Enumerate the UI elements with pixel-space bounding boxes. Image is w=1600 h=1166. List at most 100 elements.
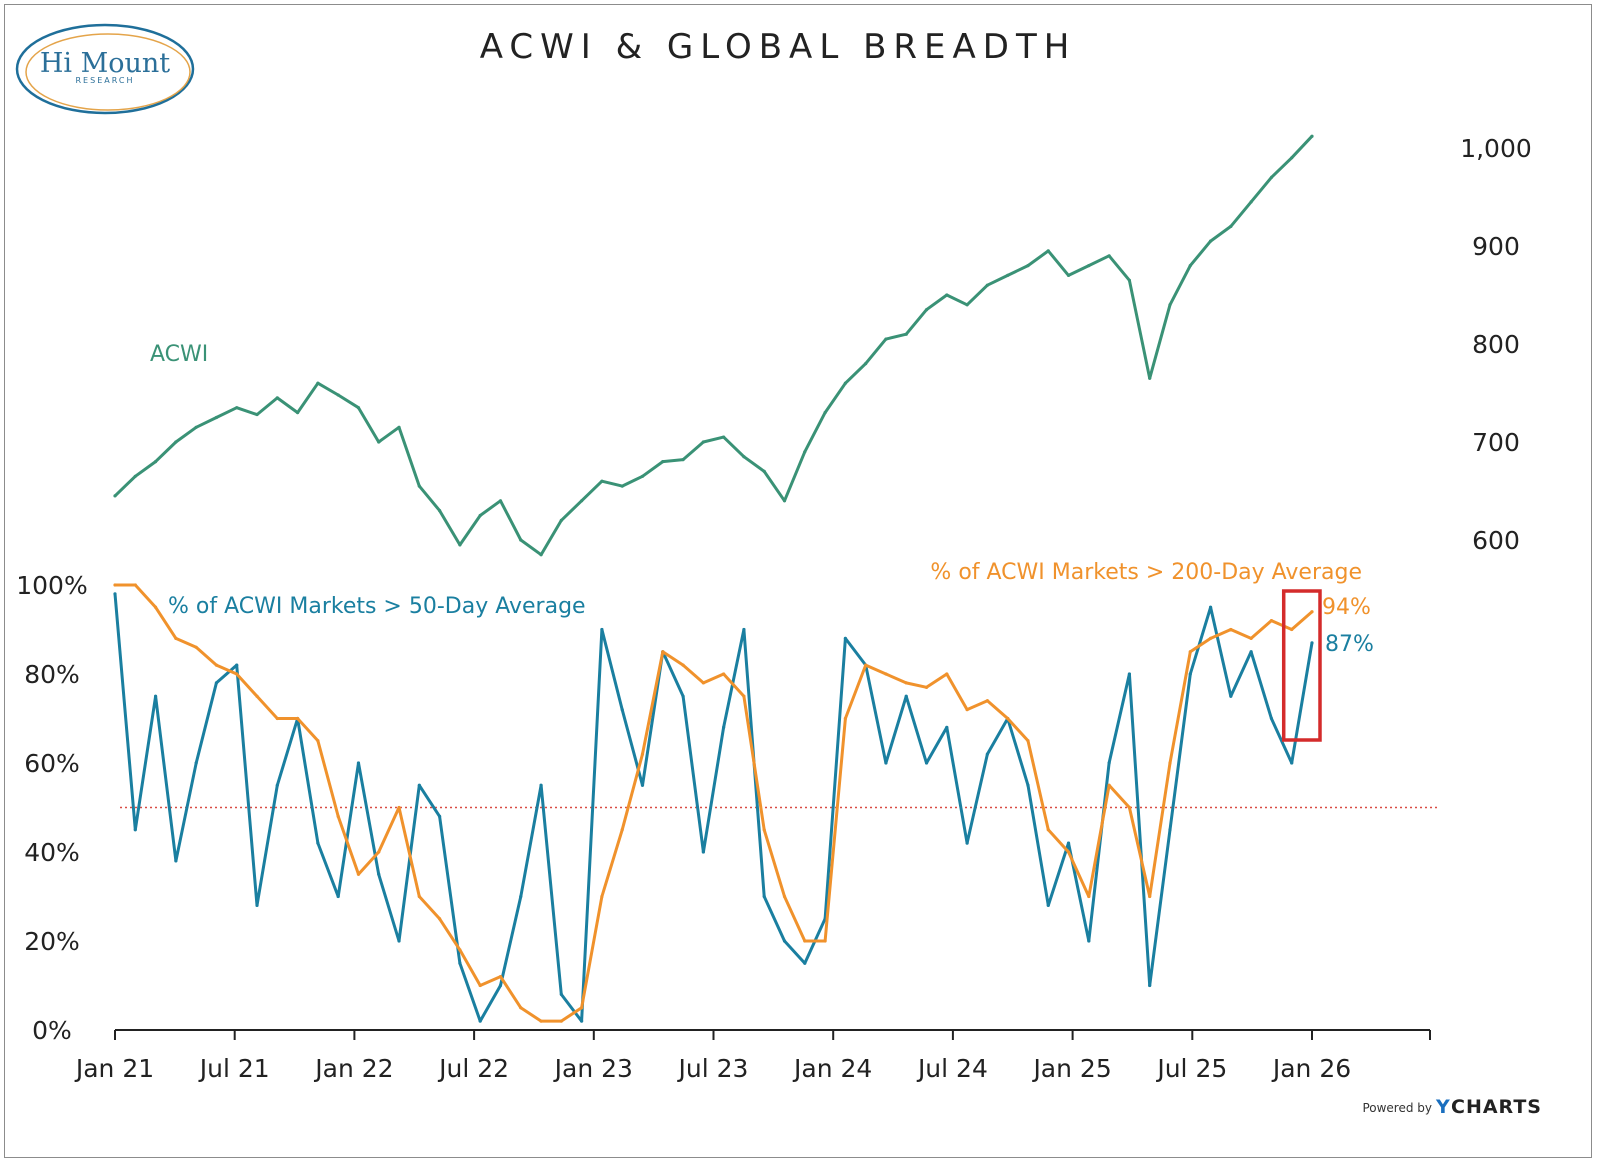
acwi-point <box>985 283 989 287</box>
acwi-point <box>519 538 523 542</box>
two-hundred-day-point <box>235 672 239 676</box>
logo-ring <box>15 23 195 115</box>
two-hundred-day-point <box>1168 761 1172 765</box>
acwi-point <box>539 553 543 557</box>
acwi-point <box>1249 200 1253 204</box>
powered-by-text: Powered by <box>1362 1101 1432 1115</box>
acwi-point <box>1026 264 1030 268</box>
acwi-point <box>478 513 482 518</box>
fifty-day-point <box>681 694 685 698</box>
fifty-day-point <box>1269 716 1274 721</box>
acwi-point <box>1127 278 1132 282</box>
fifty-day-point <box>884 761 888 765</box>
acwi-point <box>438 509 442 513</box>
x-tick-label: Jan 21 <box>74 1054 154 1083</box>
fifty-day-line <box>113 593 1314 1023</box>
two-hundred-day-point <box>884 672 888 676</box>
fifty-day-point <box>1290 761 1294 765</box>
fifty-day-point <box>742 627 746 632</box>
x-tick-label: Jan 26 <box>1271 1054 1351 1083</box>
x-tick-label: Jan 25 <box>1031 1054 1111 1083</box>
fifty-day-point <box>1229 694 1233 698</box>
two-hundred-day-point <box>1188 650 1192 654</box>
two-hundred-day-point <box>397 805 401 810</box>
two-hundred-day-point <box>600 894 604 899</box>
two-hundred-day-point <box>316 739 320 743</box>
fifty-day-point <box>377 872 381 876</box>
two-hundred-day-point <box>803 939 807 943</box>
fifty-day-point <box>1249 650 1253 654</box>
acwi-point <box>397 425 401 429</box>
two-hundred-day-point <box>1107 783 1111 787</box>
acwi-point <box>255 412 259 417</box>
x-tick-label: Jan 22 <box>313 1054 393 1083</box>
fifty-day-point <box>762 894 766 899</box>
acwi-point <box>1066 273 1071 277</box>
acwi-point <box>356 406 361 410</box>
two-hundred-day-point <box>965 708 969 712</box>
fifty-day-point <box>559 992 563 997</box>
fifty-day-point <box>985 752 989 756</box>
logo-ring-inner <box>25 33 191 111</box>
fifty-day-point <box>113 592 117 596</box>
fifty-day-point <box>1066 841 1071 845</box>
two-hundred-day-point <box>1269 619 1274 623</box>
acwi-point <box>884 337 888 341</box>
two-hundred-day-point <box>580 1006 584 1010</box>
two-hundred-day-point <box>1006 716 1010 721</box>
fifty-day-point <box>417 783 421 787</box>
two-hundred-day-point <box>1046 828 1050 832</box>
fifty-day-point <box>1107 761 1111 765</box>
two-hundred-day-point <box>742 694 746 698</box>
fifty-day-point <box>803 961 807 965</box>
fifty-day-point <box>275 783 279 787</box>
acwi-point <box>153 460 158 464</box>
ycharts-logo-mark: Y <box>1435 1096 1450 1118</box>
two-hundred-day-point <box>1148 894 1152 899</box>
two-hundred-day-point <box>904 681 908 685</box>
two-hundred-day-point <box>1127 805 1132 810</box>
two-hundred-day-point <box>640 752 645 756</box>
two-hundred-day-point <box>823 939 827 943</box>
two-hundred-day-point <box>843 716 847 721</box>
two-hundred-day-point <box>1290 627 1294 632</box>
acwi-point <box>823 411 827 415</box>
two-hundred-day-point <box>478 983 482 988</box>
two-hundred-day-point <box>133 583 137 587</box>
two-hundred-day-point <box>1066 850 1071 854</box>
fifty-day-point <box>214 681 219 685</box>
two-hundred-day-point <box>438 917 442 921</box>
two-hundred-day-point <box>782 894 787 899</box>
two-hundred-day-point <box>924 685 929 689</box>
two-hundred-day-point <box>1087 894 1091 899</box>
fifty-day-point <box>843 636 847 641</box>
highlight-box <box>1281 589 1322 742</box>
fifty-day-series-label: % of ACWI Markets > 50-Day Average <box>168 594 586 619</box>
acwi-point <box>1168 303 1172 307</box>
fifty-day-point <box>722 725 726 730</box>
two-hundred-day-point <box>864 663 868 667</box>
acwi-point <box>377 440 381 444</box>
y-tick-label-breadth: 0% <box>32 1016 72 1045</box>
fifty-day-point <box>153 694 158 698</box>
two-hundred-day-point <box>498 975 503 979</box>
acwi-point <box>803 450 807 454</box>
acwi-point <box>498 499 503 503</box>
acwi-point <box>336 393 340 397</box>
two-hundred-day-point <box>214 663 219 667</box>
fifty-day-point <box>580 1019 584 1023</box>
acwi-point <box>316 381 320 385</box>
two-hundred-day-point <box>377 850 381 854</box>
fifty-day-point <box>539 783 543 787</box>
fifty-day-point <box>1127 672 1132 676</box>
acwi-line <box>113 135 1314 557</box>
two-hundred-day-point <box>701 681 705 685</box>
two-hundred-day-point <box>113 583 117 587</box>
x-tick-label: Jul 23 <box>677 1054 749 1083</box>
fifty-day-point <box>1208 605 1213 609</box>
acwi-point <box>1006 273 1010 277</box>
acwi-point <box>843 381 847 385</box>
acwi-point <box>864 362 868 366</box>
two-hundred-day-point <box>275 716 279 721</box>
fifty-day-point <box>133 828 137 832</box>
